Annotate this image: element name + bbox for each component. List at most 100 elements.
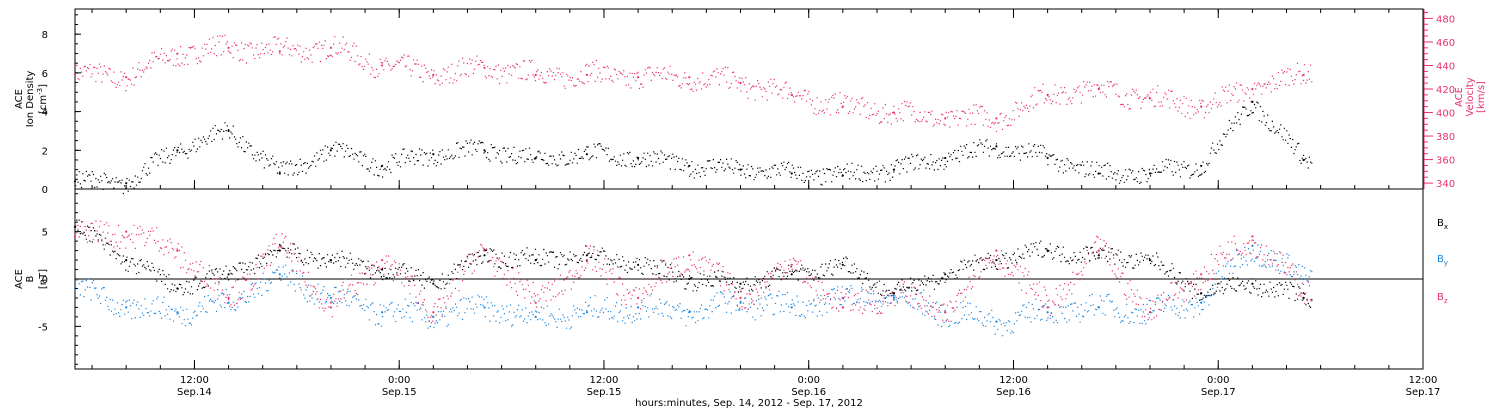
- bx-point: [1148, 259, 1152, 262]
- ion-density-point: [329, 149, 332, 152]
- bx-point: [1302, 296, 1305, 299]
- magnetic-field-axis: -5 0 5: [38, 193, 81, 365]
- bz-point: [329, 306, 332, 309]
- x-tick-time-label: 0:00: [388, 375, 410, 386]
- bx-point: [432, 282, 435, 285]
- by-point: [1200, 301, 1203, 304]
- ion-density-point: [483, 149, 486, 152]
- velocity-axis-title-line1: ACE: [1454, 87, 1465, 107]
- bx-point: [483, 254, 486, 257]
- bx-point: [227, 273, 230, 276]
- velocity-point: [892, 111, 896, 114]
- bx-point: [585, 254, 589, 257]
- legend-bz-label: B: [1437, 292, 1444, 303]
- legend-by-subscript: y: [1444, 259, 1448, 267]
- ion-density-series: [73, 100, 1313, 195]
- bz-point: [790, 263, 793, 266]
- bx-trace: [75, 219, 1313, 308]
- velocity-point: [534, 73, 537, 76]
- velocity-tick-label: 340: [1436, 179, 1455, 190]
- velocity-trace: [75, 34, 1313, 132]
- ion-density-point: [176, 149, 179, 152]
- velocity-tick-label: 360: [1436, 156, 1455, 167]
- velocity-tick-label: 380: [1436, 132, 1455, 143]
- density-axis: 0 2 4 6 8: [42, 14, 81, 196]
- bottom-panel-data: [73, 219, 1313, 337]
- b-tick-label: 0: [42, 275, 48, 286]
- x-tick-date-label: Sep.16: [996, 387, 1031, 398]
- density-axis-title-line2: Ion Density: [25, 71, 36, 128]
- density-unit: [cm: [38, 95, 49, 114]
- b-axis-title-line2: B: [25, 275, 36, 282]
- ion-density-point: [1200, 164, 1203, 167]
- by-point: [892, 296, 896, 299]
- bz-point: [1251, 235, 1254, 238]
- x-tick-time-label: 0:00: [1207, 375, 1229, 386]
- x-tick-time-label: 12:00: [999, 375, 1028, 386]
- velocity-point: [381, 64, 384, 67]
- by-point: [227, 301, 230, 304]
- bx-point: [688, 277, 691, 281]
- bx-point: [790, 273, 793, 276]
- bx-point: [944, 273, 947, 276]
- velocity-tick-label: 480: [1436, 14, 1455, 25]
- bx-point: [381, 268, 384, 271]
- x-tick-date-label: Sep.17: [1406, 387, 1441, 398]
- x-tick-time-label: 12:00: [590, 375, 619, 386]
- velocity-point: [1251, 87, 1254, 91]
- velocity-point: [432, 73, 435, 76]
- by-point: [381, 311, 384, 314]
- ion-density-point: [278, 172, 281, 175]
- bz-point: [125, 230, 128, 233]
- bz-point: [1148, 311, 1152, 314]
- velocity-axis: 340 360 380 400 420 440 460 480: [1423, 9, 1455, 190]
- ion-density-point: [227, 129, 230, 132]
- by-point: [585, 311, 589, 314]
- bx-point: [841, 263, 844, 266]
- bz-series: [73, 220, 1313, 323]
- bx-point: [892, 292, 896, 295]
- x-tick-time-label: 12:00: [1409, 375, 1438, 386]
- bz-point: [1046, 306, 1049, 309]
- x-tick-time-label: 12:00: [180, 375, 209, 386]
- bz-point: [227, 296, 230, 299]
- bz-point: [1200, 273, 1203, 276]
- by-point: [534, 315, 537, 318]
- bz-point: [534, 301, 537, 304]
- bz-point: [73, 235, 77, 238]
- ion-density-point: [892, 168, 896, 171]
- legend-bz: Bz: [1437, 292, 1448, 305]
- b-tick-label: -5: [38, 322, 48, 333]
- time-axis: 12:00Sep.140:00Sep.1512:00Sep.150:00Sep.…: [91, 9, 1441, 398]
- velocity-axis-title-line2: Velocity: [1465, 77, 1476, 116]
- legend-bx-label: B: [1437, 218, 1444, 229]
- bx-series: [73, 219, 1313, 308]
- density-unit-close: ]: [38, 84, 49, 88]
- velocity-axis-title-line3: [km/s]: [1476, 81, 1487, 113]
- bx-point: [637, 263, 640, 266]
- x-axis-title: hours:minutes, Sep. 14, 2012 - Sep. 17, …: [635, 398, 863, 409]
- by-point: [688, 311, 691, 314]
- ion-density-point: [125, 182, 128, 185]
- velocity-point: [483, 66, 486, 69]
- velocity-point: [227, 46, 230, 49]
- top-panel-data: [73, 34, 1313, 195]
- by-point: [125, 306, 128, 309]
- x-tick-date-label: Sep.14: [177, 387, 212, 398]
- ion-density-point: [73, 180, 77, 183]
- velocity-tick-label: 460: [1436, 38, 1455, 49]
- velocity-point: [688, 76, 691, 79]
- ion-density-point: [995, 145, 998, 148]
- by-point: [1302, 277, 1305, 281]
- velocity-tick-label: 400: [1436, 109, 1455, 120]
- bz-trace: [75, 220, 1313, 323]
- bz-point: [176, 249, 179, 252]
- ion-density-point: [944, 156, 947, 160]
- bz-point: [432, 311, 435, 314]
- legend-by: By: [1437, 254, 1448, 267]
- ion-density-trace: [75, 101, 1313, 195]
- bx-point: [995, 259, 998, 262]
- by-point: [739, 301, 742, 304]
- density-tick-label: 0: [42, 185, 48, 196]
- density-unit-exponent: -3: [36, 88, 44, 95]
